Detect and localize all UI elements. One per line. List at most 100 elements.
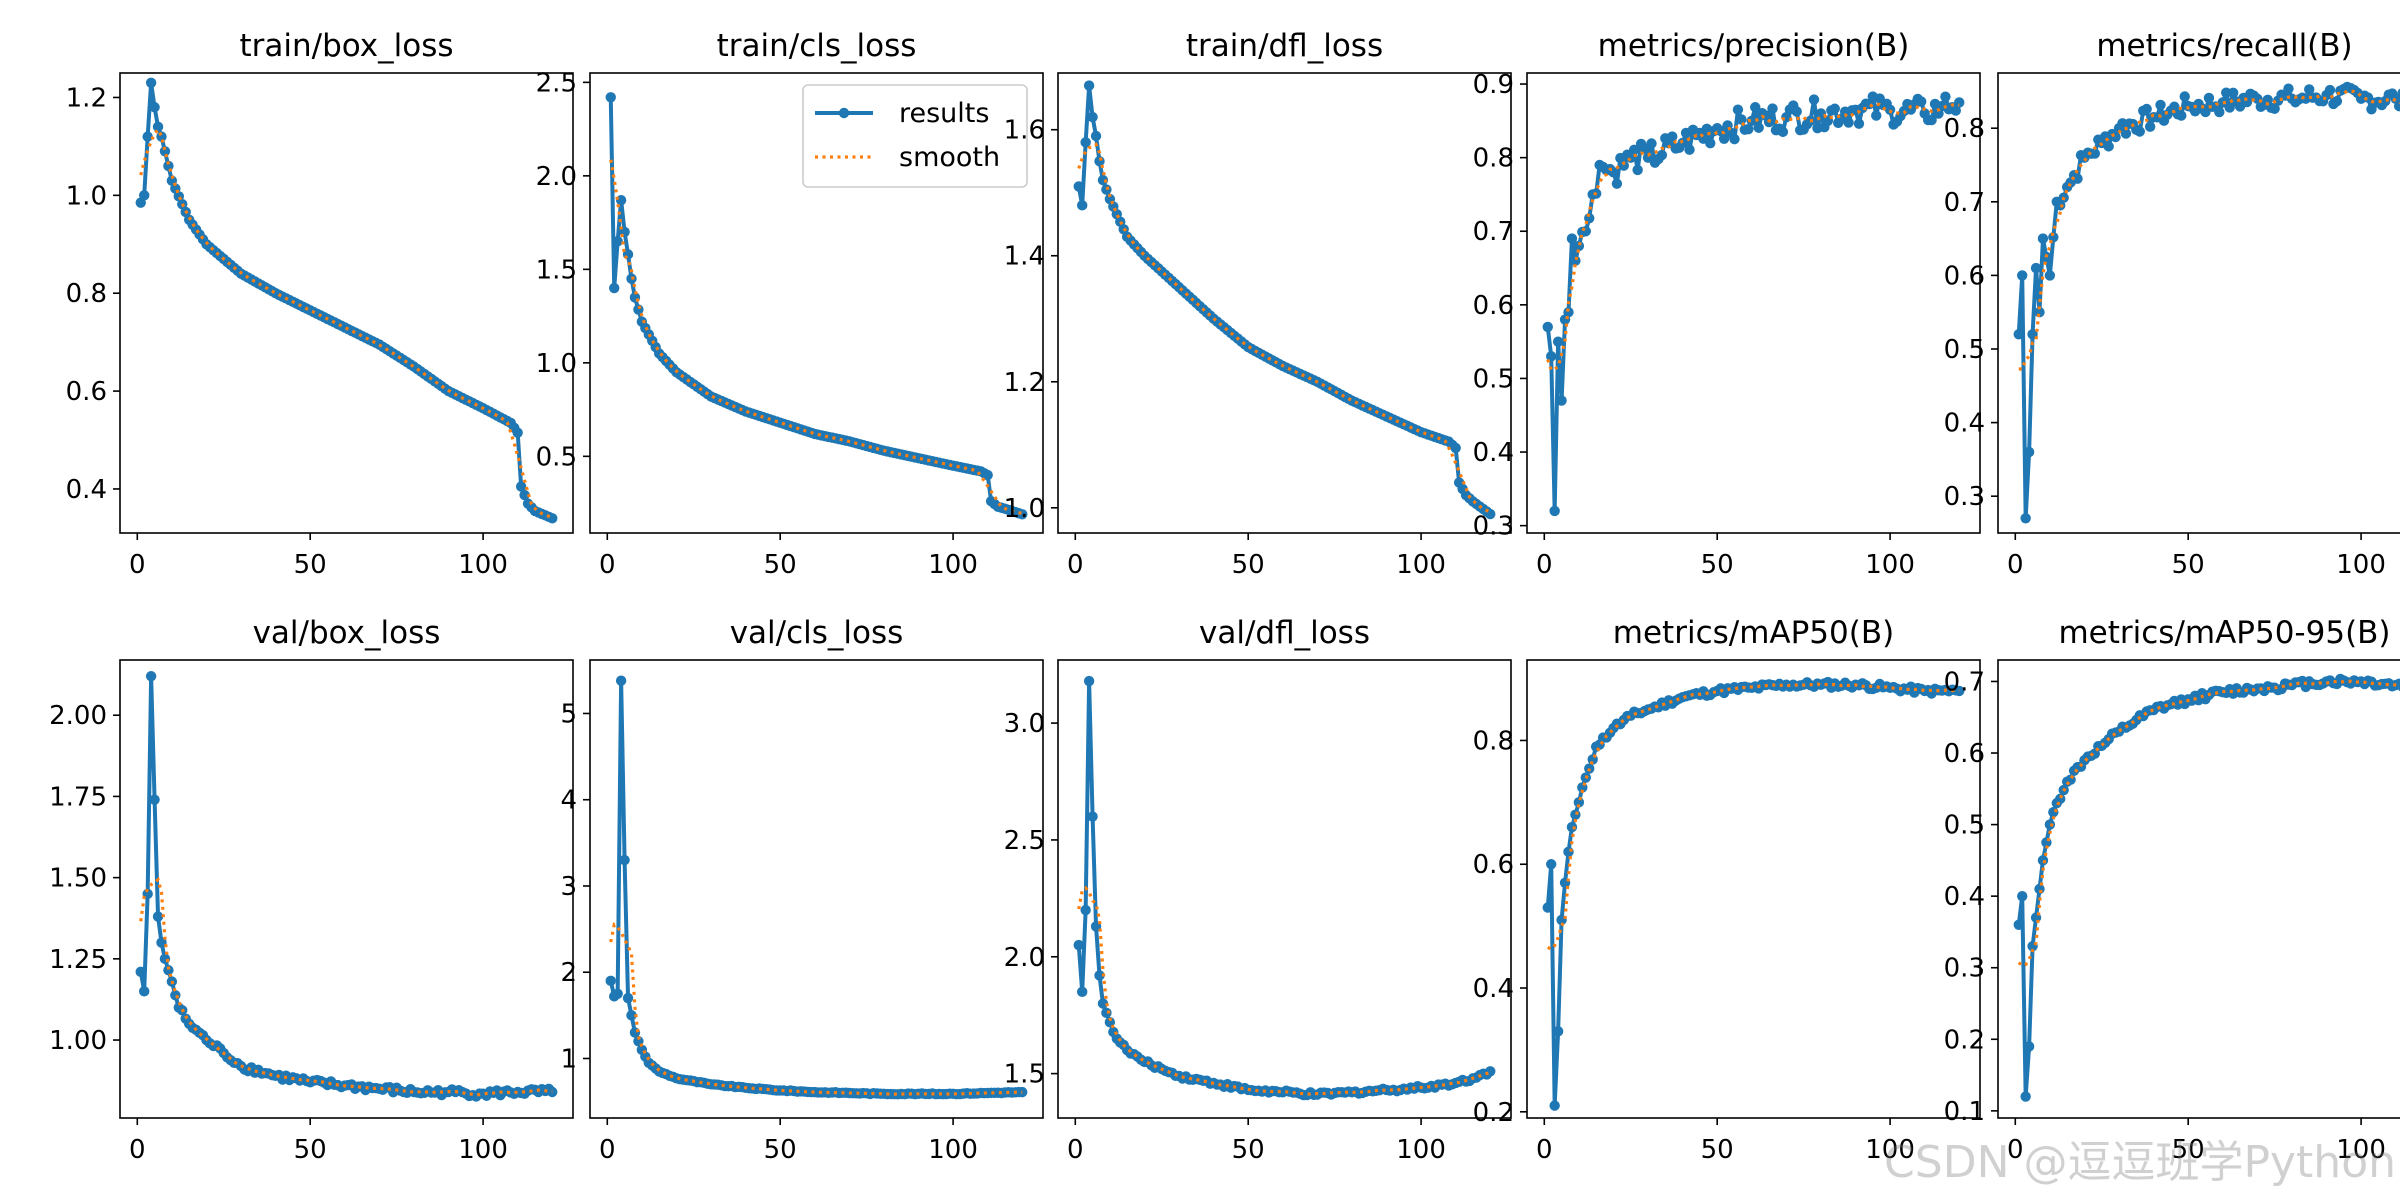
results-point	[2214, 106, 2225, 118]
results-point	[1083, 675, 1095, 687]
results-point	[1080, 904, 1091, 916]
plot-area	[135, 671, 558, 1102]
y-tick-label: 0.5	[1473, 364, 1514, 394]
y-tick-label: 2	[560, 958, 577, 988]
results-point	[145, 671, 157, 682]
x-tick-label: 100	[928, 1135, 978, 1165]
subplot-title: metrics/recall(B)	[2096, 28, 2352, 64]
results-point	[1629, 144, 1640, 156]
results-point	[2017, 890, 2028, 902]
legend-results-marker	[838, 107, 850, 119]
results-point	[1097, 174, 1109, 186]
axes-frame	[119, 659, 574, 1119]
results-point	[2013, 919, 2024, 930]
results-point	[1563, 307, 1574, 318]
x-tick-label: 100	[1865, 1135, 1915, 1165]
results-point	[2048, 232, 2059, 243]
subplot: val/dfl_loss 0 50 100 1.5 2.0 2.5 3.0	[1004, 615, 1512, 1165]
results-point	[605, 975, 616, 987]
subplot-title: metrics/precision(B)	[1598, 28, 1910, 64]
results-point	[2176, 110, 2187, 121]
smooth-line	[1077, 142, 1491, 514]
results-point	[1656, 149, 1668, 161]
results-point	[1750, 102, 1761, 113]
results-point	[2013, 329, 2024, 340]
results-point	[1767, 103, 1778, 114]
subplot-title: train/cls_loss	[717, 28, 917, 64]
results-point	[1684, 144, 1695, 155]
results-point	[139, 986, 150, 997]
results-point	[170, 990, 181, 1001]
smooth-line	[2018, 89, 2400, 371]
results-point	[2120, 128, 2132, 139]
results-line	[1076, 83, 1492, 516]
x-tick-label: 50	[764, 550, 797, 580]
x-tick-label: 50	[2172, 1135, 2205, 1165]
x-tick-label: 100	[458, 550, 508, 580]
results-point	[2331, 96, 2343, 107]
results-point	[1077, 200, 1088, 211]
y-tick-label: 0.6	[66, 377, 107, 407]
results-point	[1791, 106, 1802, 117]
results-point	[1101, 1007, 1112, 1019]
subplot: metrics/recall(B) 0 50 100 0.3 0.4 0.5 0.6 0.7 0.…	[1944, 28, 2400, 580]
y-tick-label: 0.3	[1473, 512, 1514, 542]
results-point	[1729, 133, 1740, 145]
subplot: val/box_loss 0 50 100 1.00 1.25 1.50 1.75 2.00	[49, 615, 574, 1165]
results-point	[152, 121, 164, 133]
y-tick-label: 2.0	[536, 162, 577, 192]
subplot-title: train/dfl_loss	[1186, 28, 1383, 64]
results-point	[1104, 1016, 1116, 1028]
results-point	[1954, 685, 1965, 697]
axes-frame	[589, 659, 1044, 1119]
results-point	[1808, 94, 1820, 105]
results-point	[1950, 105, 1961, 116]
results-point	[2055, 200, 2066, 211]
results-point	[2203, 92, 2215, 104]
results-point	[2179, 91, 2190, 102]
results-point	[2304, 84, 2315, 95]
x-tick-label: 100	[2336, 1135, 2386, 1165]
results-point	[1777, 126, 1789, 138]
results-point	[1450, 442, 1461, 454]
results-point	[149, 102, 160, 113]
results-point	[1563, 846, 1574, 858]
results-point	[1843, 117, 1854, 128]
results-point	[2023, 1041, 2035, 1052]
results-point	[1632, 164, 1643, 176]
axes-frame	[1997, 72, 2400, 534]
subplot-title: val/box_loss	[253, 615, 441, 651]
results-point	[2141, 103, 2152, 115]
y-tick-label: 0.5	[1944, 335, 1985, 365]
smooth-line	[609, 159, 1023, 515]
x-tick-label: 0	[2007, 1135, 2024, 1165]
results-point	[1954, 97, 1965, 108]
x-tick-label: 50	[764, 1135, 797, 1165]
results-point	[1087, 811, 1098, 822]
results-point	[1083, 80, 1095, 91]
x-tick-label: 50	[1701, 550, 1734, 580]
smooth-line	[139, 126, 553, 519]
results-point	[1552, 336, 1564, 347]
results-point	[2020, 513, 2031, 524]
y-tick-label: 4	[560, 786, 577, 816]
results-point	[2089, 148, 2101, 159]
results-point	[619, 854, 630, 866]
results-point	[149, 794, 160, 805]
y-tick-label: 1.25	[49, 945, 107, 975]
x-tick-label: 0	[2007, 550, 2024, 580]
x-tick-label: 0	[1536, 1135, 1553, 1165]
y-tick-label: 0.3	[1944, 482, 1985, 512]
results-point	[1743, 124, 1754, 135]
results-point	[1871, 110, 1882, 121]
x-tick-label: 100	[928, 550, 978, 580]
results-point	[612, 988, 623, 999]
subplot-title: val/dfl_loss	[1199, 615, 1370, 651]
results-point	[1073, 939, 1084, 951]
x-tick-label: 0	[1067, 550, 1084, 580]
results-point	[982, 469, 993, 481]
plot-area	[1542, 676, 1965, 1111]
results-point	[1611, 178, 1623, 189]
results-point	[615, 194, 627, 206]
